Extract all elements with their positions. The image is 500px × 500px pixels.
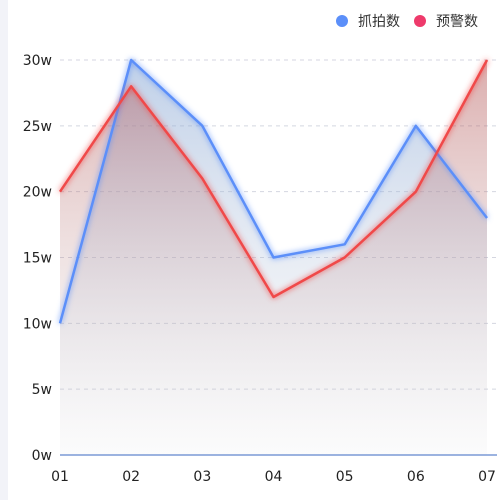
y-tick-label: 0w	[32, 448, 52, 464]
left-strip	[0, 0, 8, 500]
legend-label-capture: 抓拍数	[358, 14, 400, 30]
y-tick-label: 5w	[32, 382, 52, 398]
y-tick-label: 20w	[23, 185, 52, 201]
legend-label-warning: 预警数	[436, 14, 478, 30]
x-tick-label: 07	[478, 469, 496, 485]
legend-dot-capture	[336, 15, 348, 27]
x-tick-label: 04	[265, 469, 283, 485]
y-tick-label: 10w	[23, 316, 52, 332]
legend-dot-warning	[414, 15, 426, 27]
legend-item-warning[interactable]: 预警数	[414, 11, 478, 31]
x-tick-label: 06	[407, 469, 425, 485]
legend-item-capture[interactable]: 抓拍数	[336, 11, 400, 31]
series-area-2	[60, 60, 487, 455]
x-tick-label: 02	[122, 469, 140, 485]
y-tick-label: 15w	[23, 251, 52, 267]
legend: 抓拍数 预警数	[336, 11, 478, 31]
x-tick-label: 05	[336, 469, 354, 485]
y-tick-label: 30w	[23, 53, 52, 69]
x-tick-label: 01	[51, 469, 69, 485]
y-tick-label: 25w	[23, 119, 52, 135]
x-tick-label: 03	[193, 469, 211, 485]
